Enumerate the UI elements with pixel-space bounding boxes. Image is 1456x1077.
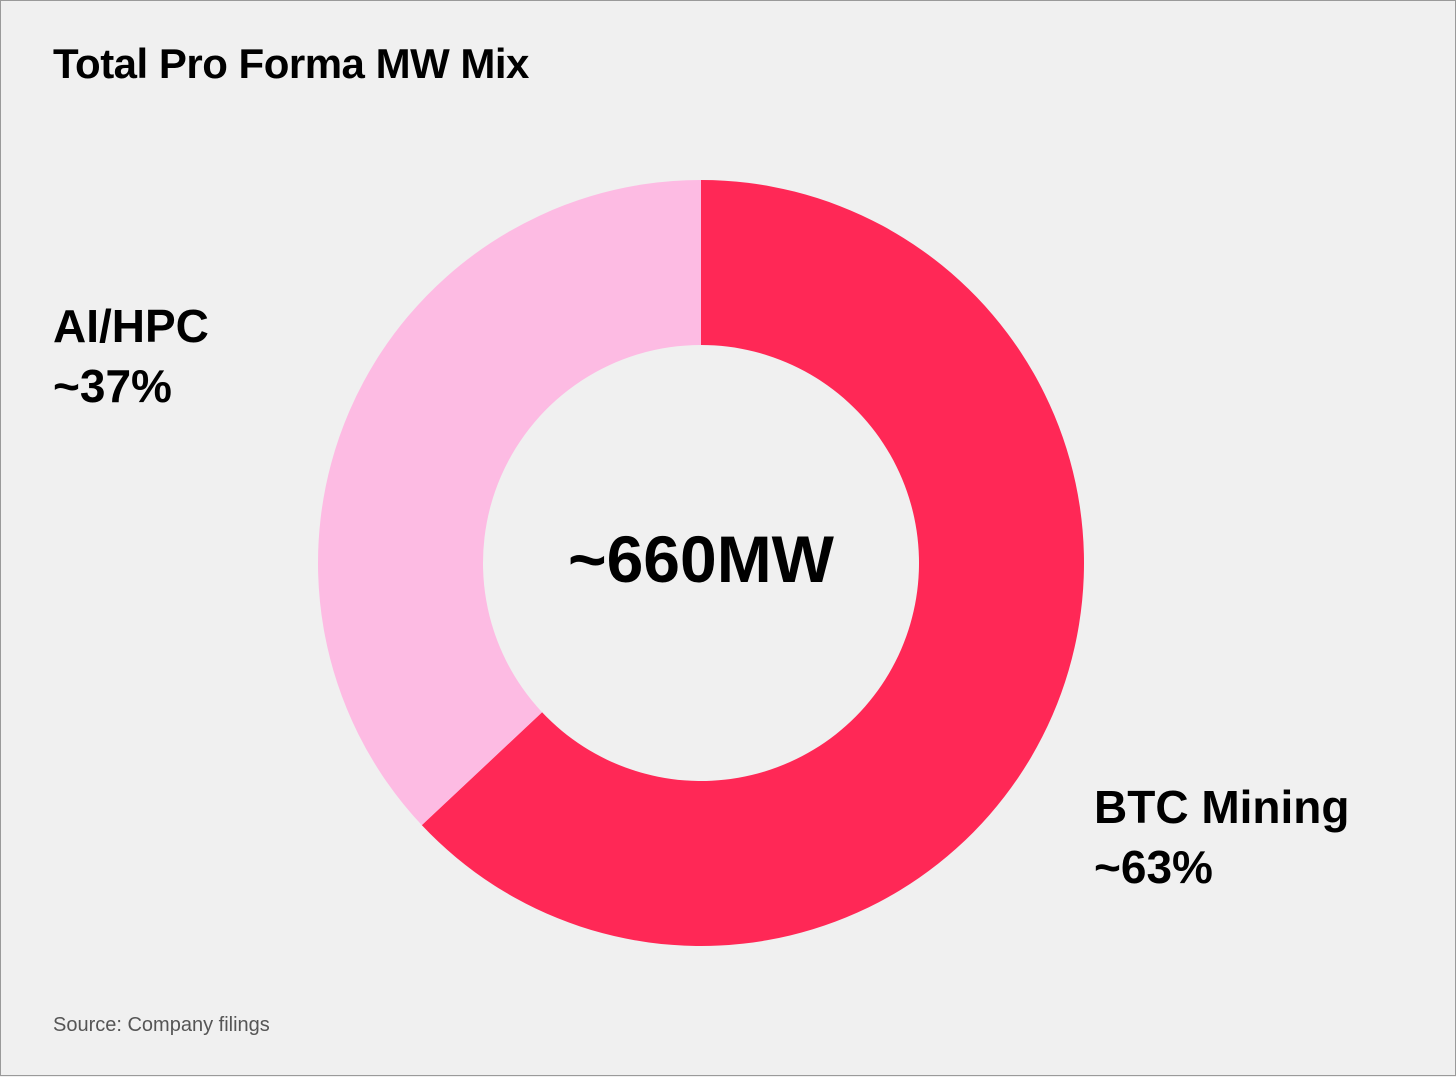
slice-label-ai-hpc-name: AI/HPC [53,300,209,352]
slice-label-btc-mining-value: ~63% [1094,841,1213,893]
slice-label-btc-mining-name: BTC Mining [1094,781,1350,833]
donut-slice-ai-hpc [318,179,701,826]
slice-label-ai-hpc: AI/HPC ~37% [53,296,209,416]
donut-slice-btc-mining [421,180,1084,946]
chart-title: Total Pro Forma MW Mix [53,40,529,87]
slice-label-ai-hpc-value: ~37% [53,360,172,412]
source-note: Source: Company filings [53,1014,270,1036]
center-total-label: ~660MW [568,522,834,596]
slice-label-btc-mining: BTC Mining ~63% [1094,777,1350,897]
